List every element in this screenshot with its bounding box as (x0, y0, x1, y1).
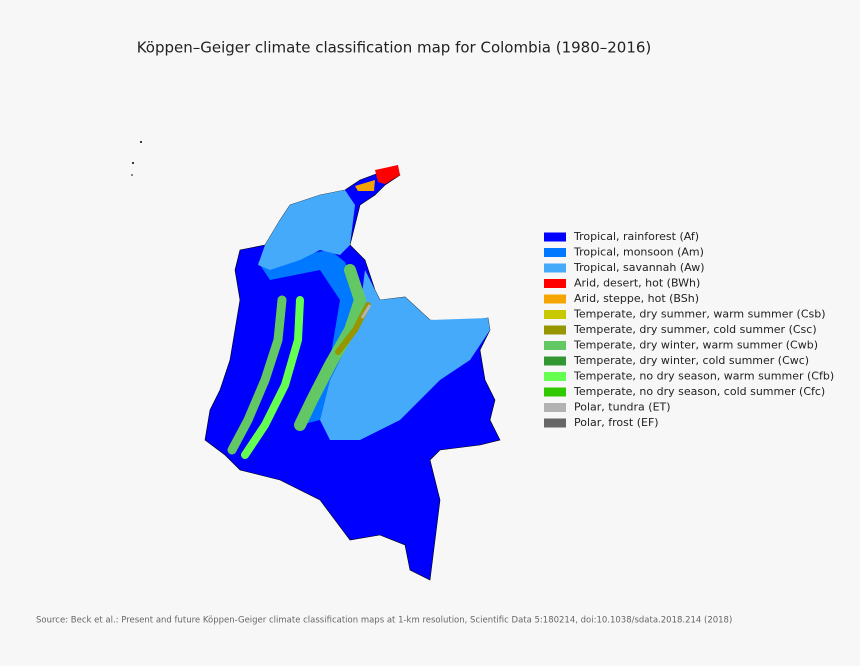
cordillera-central (241, 296, 304, 459)
map-title: Köppen–Geiger climate classification map… (137, 39, 652, 57)
legend-label: Arid, steppe, hot (BSh) (574, 292, 699, 305)
legend-label: Temperate, dry winter, cold summer (Cwc) (573, 354, 809, 367)
legend-label: Temperate, no dry season, cold summer (C… (573, 385, 825, 398)
legend-label: Temperate, dry summer, warm summer (Csb) (573, 308, 826, 321)
legend-label: Temperate, no dry season, warm summer (C… (573, 370, 834, 383)
legend-label: Polar, frost (EF) (574, 416, 659, 429)
legend-label: Temperate, dry winter, warm summer (Cwb) (573, 339, 818, 352)
tundra (360, 304, 372, 319)
legend-label: Tropical, monsoon (Am) (573, 246, 704, 259)
legend-label: Tropical, savannah (Aw) (573, 261, 705, 274)
legend-swatch (544, 387, 566, 397)
legend-swatch (544, 310, 566, 319)
source-note: Source: Beck et al.: Present and future … (36, 616, 732, 626)
legend-swatch (544, 294, 566, 304)
region-bsh (355, 180, 375, 191)
legend-label: Tropical, rainforest (Af) (573, 230, 699, 243)
legend-label: Temperate, dry summer, cold summer (Csc) (573, 323, 817, 336)
legend-swatch (544, 325, 566, 335)
legend-swatch (544, 356, 566, 366)
island (131, 174, 133, 176)
region-bwh (375, 165, 400, 184)
legend-swatch (544, 248, 566, 257)
legend-swatch (544, 403, 566, 412)
legend: Tropical, rainforest (Af) Tropical, monso… (544, 230, 834, 429)
cordillera-western (227, 295, 287, 455)
colombia-map (131, 141, 501, 581)
legend-swatch (544, 263, 566, 273)
island (140, 141, 142, 143)
legend-swatch (544, 232, 566, 242)
legend-label: Arid, desert, hot (BWh) (574, 277, 700, 290)
legend-swatch (544, 418, 566, 428)
legend-swatch (544, 372, 566, 381)
legend-label: Polar, tundra (ET) (574, 401, 671, 414)
island (132, 162, 134, 164)
region-aw-north (258, 190, 355, 270)
legend-swatch (544, 341, 566, 350)
legend-swatch (544, 279, 566, 288)
